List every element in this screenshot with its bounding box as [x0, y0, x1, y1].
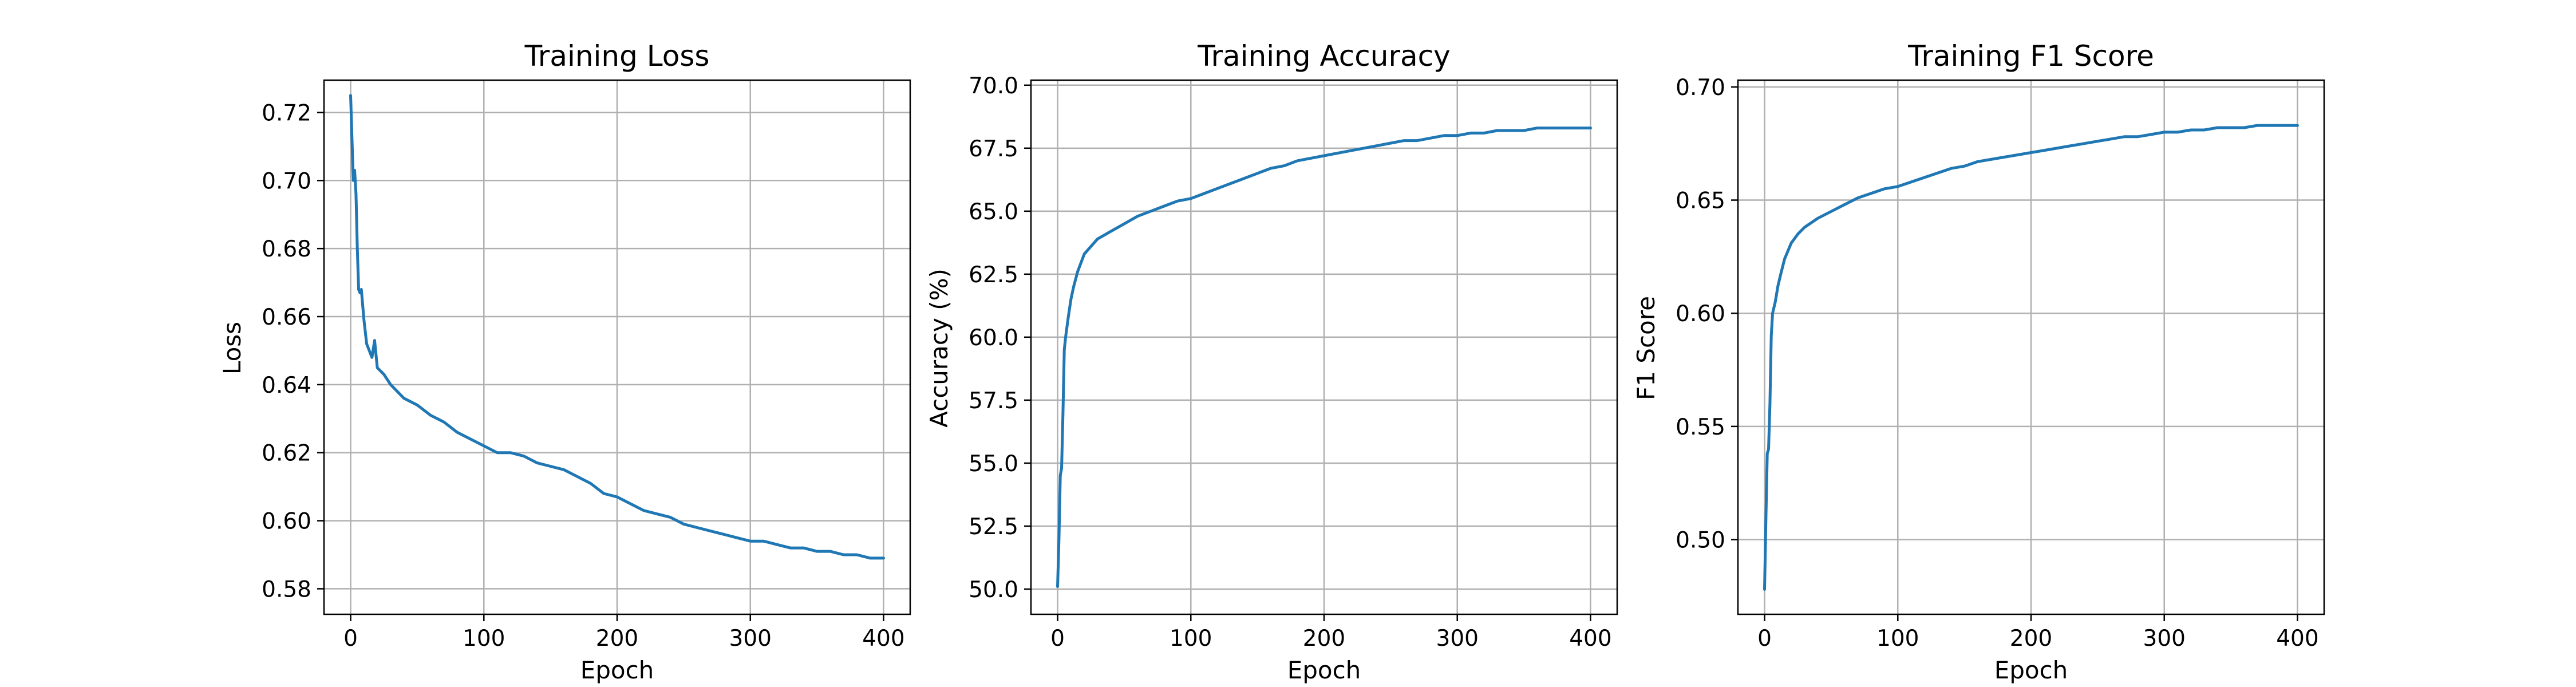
loss-plot-area: 0 100 200 300 400 0.58 0.60 0.62 0.64 0.66 0.68 0.7…	[262, 79, 911, 652]
f1-chart-title: Training F1 Score	[1907, 40, 2154, 73]
accuracy-y-tick-label: 60.0	[969, 325, 1018, 351]
accuracy-y-tick-label: 67.5	[969, 136, 1018, 162]
loss-y-tick-label: 0.60	[262, 509, 311, 535]
accuracy-x-tick-label: 200	[1303, 626, 1345, 652]
loss-series-line-0	[349, 94, 885, 560]
f1-x-tick-label: 100	[1876, 626, 1919, 652]
loss-x-tick-label: 300	[729, 626, 772, 652]
f1-x-tick-label: 0	[1757, 626, 1772, 652]
f1-y-tick-label: 0.50	[1676, 528, 1725, 554]
f1-x-tick-label: 300	[2143, 626, 2186, 652]
f1-plot-area: 0 100 200 300 400 0.50 0.55 0.60 0.65 0.70	[1676, 75, 2325, 652]
loss-x-tick-label: 100	[463, 626, 505, 652]
panel-training-f1: Training F1 Score Epoch F1 Score 0 100 200…	[1632, 40, 2325, 684]
panel-training-accuracy: Training Accuracy Epoch Accuracy (%) 0 10…	[925, 40, 1618, 684]
accuracy-y-tick-label: 50.0	[969, 577, 1018, 603]
accuracy-plot-area: 0 100 200 300 400 50.0 52.5 55.0 57.5 60.0 62.5 65.…	[969, 73, 1618, 652]
loss-y-tick-label: 0.64	[262, 373, 311, 398]
loss-y-tick-label: 0.70	[262, 168, 311, 194]
accuracy-x-tick-label: 300	[1436, 626, 1479, 652]
f1-y-tick-label: 0.60	[1676, 301, 1725, 327]
loss-chart-title: Training Loss	[524, 40, 710, 73]
accuracy-y-tick-label: 62.5	[969, 262, 1018, 288]
accuracy-chart-title: Training Accuracy	[1197, 40, 1450, 73]
f1-y-tick-label: 0.55	[1676, 414, 1725, 440]
loss-y-axis-label: Loss	[218, 322, 246, 374]
loss-y-tick-label: 0.62	[262, 441, 311, 467]
f1-x-tick-label: 200	[2010, 626, 2052, 652]
panel-training-loss: Training Loss Epoch Loss 0 100 200 300 400 0.…	[218, 40, 911, 684]
loss-y-tick-label: 0.58	[262, 577, 311, 602]
accuracy-y-tick-label: 65.0	[969, 199, 1018, 225]
accuracy-x-axis-label: Epoch	[1287, 656, 1361, 684]
accuracy-y-tick-label: 57.5	[969, 388, 1018, 414]
accuracy-x-tick-label: 100	[1170, 626, 1212, 652]
loss-x-tick-label: 200	[596, 626, 638, 652]
f1-y-tick-label: 0.70	[1676, 75, 1725, 101]
accuracy-series-line-0	[1056, 127, 1592, 589]
loss-y-tick-label: 0.72	[262, 100, 311, 126]
accuracy-x-tick-label: 400	[1569, 626, 1611, 652]
f1-x-axis-label: Epoch	[1994, 656, 2068, 684]
f1-y-axis-label: F1 Score	[1632, 296, 1660, 400]
loss-y-tick-label: 0.68	[262, 236, 311, 262]
f1-y-tick-label: 0.65	[1676, 188, 1725, 214]
accuracy-y-axis-label: Accuracy (%)	[925, 269, 953, 428]
loss-x-tick-label: 400	[862, 626, 904, 652]
accuracy-y-tick-label: 52.5	[969, 514, 1018, 540]
loss-x-tick-label: 0	[343, 626, 358, 652]
f1-x-tick-label: 400	[2276, 626, 2318, 652]
f1-series-line-0	[1763, 124, 2299, 591]
accuracy-y-tick-label: 70.0	[969, 73, 1018, 99]
loss-x-axis-label: Epoch	[580, 656, 654, 684]
accuracy-x-tick-label: 0	[1050, 626, 1065, 652]
accuracy-y-tick-label: 55.0	[969, 451, 1018, 477]
loss-y-tick-label: 0.66	[262, 305, 311, 330]
